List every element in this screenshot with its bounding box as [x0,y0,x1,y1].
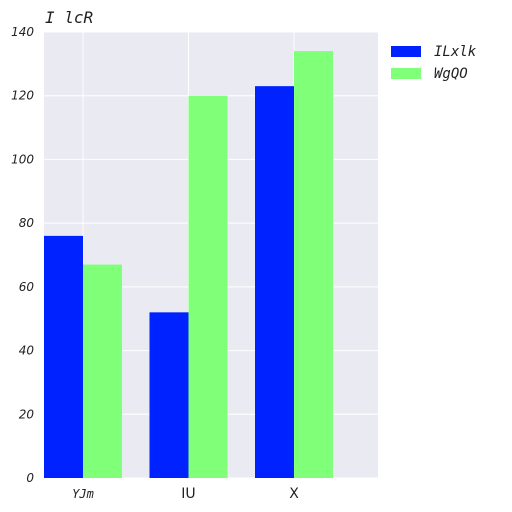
chart-title: I lcR [45,8,93,27]
bar-ILxlk-YJm [44,235,83,478]
x-tick-label: YJm [72,487,94,501]
y-tick-label: 40 [19,344,35,358]
x-tick-label: X [289,486,299,502]
legend-label: WgQO [434,66,468,82]
y-tick-label: 80 [19,216,35,230]
y-tick-label: 120 [11,89,34,103]
legend-swatch [391,46,421,57]
y-tick-label: 60 [19,280,35,294]
x-tick-label: IU [181,486,195,502]
bar-ILxlk-IU [149,312,189,478]
bars [44,51,333,479]
y-tick-label: 100 [11,152,34,166]
legend: ILxlk WgQO [391,44,477,82]
bar-WgQO-X [294,51,333,478]
x-axis-ticks: YJm IU X [72,486,299,502]
y-tick-label: 20 [19,407,35,421]
legend-swatch [391,68,421,79]
y-tick-label: 140 [11,25,34,39]
bar-WgQO-IU [188,95,228,478]
bar-ILxlk-X [255,86,294,479]
bar-WgQO-YJm [83,264,122,478]
legend-label: ILxlk [434,44,477,60]
y-axis-ticks: 0 20 40 60 80 100 120 140 [11,25,34,485]
y-tick-label: 0 [26,471,34,485]
